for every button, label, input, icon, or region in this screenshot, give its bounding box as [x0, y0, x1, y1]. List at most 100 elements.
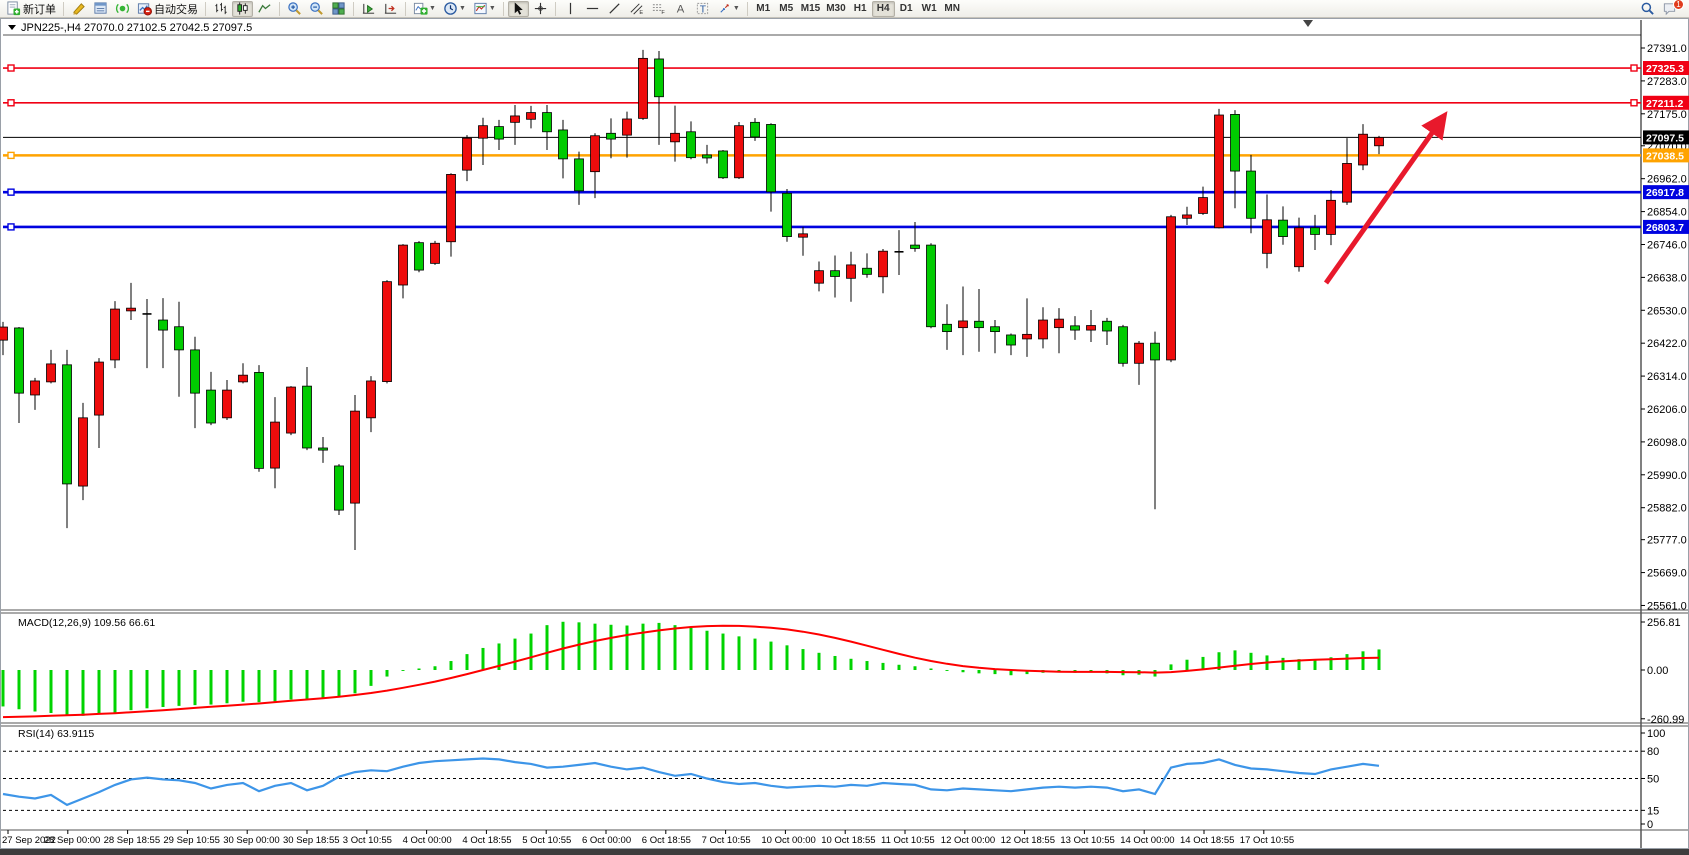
timeframe-button-h4[interactable]: H4 — [871, 0, 895, 17]
price-badge-27325.3[interactable] — [1643, 61, 1689, 76]
vertical-line-icon — [569, 2, 571, 15]
chart-shift-marker[interactable] — [1303, 20, 1313, 27]
hline-handle[interactable] — [7, 151, 15, 160]
timeframe-button-d1[interactable]: D1 — [899, 3, 913, 14]
bar-chart-button[interactable] — [210, 1, 231, 17]
hline-handle[interactable] — [7, 64, 15, 72]
price-axis-label: 26962.0 — [1647, 174, 1687, 186]
bear-candle — [318, 447, 328, 451]
new-order-button[interactable]: 新订单 — [3, 1, 59, 17]
price-axis-label: 26098.0 — [1647, 437, 1687, 449]
bull-candle — [126, 307, 136, 312]
autotrading-button[interactable]: 自动交易 — [134, 1, 201, 17]
bear-candle — [1246, 170, 1256, 219]
shapes-tool-button[interactable]: ▼ — [714, 1, 743, 17]
tile-windows-button[interactable] — [328, 1, 349, 17]
macd-panel[interactable]: MACD(12,26,9) 109.56 66.61 256.81 0.00 -260… — [1, 617, 1684, 726]
line-chart-button[interactable] — [254, 1, 275, 17]
channel-tool-button[interactable]: E — [626, 1, 647, 17]
bear-candle — [1006, 334, 1016, 346]
hline-handle[interactable] — [1630, 64, 1638, 72]
timeframe-button-w1[interactable]: W1 — [921, 3, 937, 14]
timeframe-button-mn[interactable]: MN — [944, 3, 960, 14]
styler-button[interactable] — [68, 1, 89, 17]
timeframe-button-m30[interactable]: M30 — [826, 3, 846, 14]
chat-button[interactable]: 1 — [1659, 0, 1684, 17]
macd-scale-label: -260.99 — [1647, 714, 1684, 726]
bear-candle — [750, 121, 760, 138]
candle-chart-button[interactable] — [232, 0, 253, 17]
search-button[interactable] — [1637, 1, 1658, 17]
price-axis[interactable]: 27391.027283.027175.027070.026962.026854… — [1641, 43, 1687, 612]
price-badge-26917.8[interactable] — [1643, 185, 1689, 200]
cursor-tool-button[interactable] — [507, 0, 529, 17]
bull-candle — [222, 389, 232, 419]
indicators-button[interactable]: ▼ — [410, 1, 439, 17]
bear-candle — [1070, 325, 1080, 331]
bear-candle — [62, 364, 72, 485]
price-badge-26803.7[interactable] — [1643, 219, 1689, 234]
timeframe-button-m1[interactable]: M1 — [756, 3, 771, 14]
timeframe-button-h1[interactable]: H1 — [853, 3, 867, 14]
auto-scroll-button[interactable] — [358, 1, 379, 17]
periods-button[interactable]: ▼ — [440, 1, 469, 17]
bull-candle — [1182, 214, 1192, 219]
candlestick-chart-icon — [237, 2, 248, 15]
crayon-icon — [73, 3, 85, 15]
bull-candle — [590, 135, 600, 173]
hline-handle[interactable] — [1630, 99, 1638, 107]
signals-button[interactable] — [112, 1, 133, 17]
bear-candle — [414, 242, 424, 271]
bull-candle — [846, 264, 856, 279]
symbol-dropdown-icon[interactable] — [8, 25, 16, 30]
hline-handle[interactable] — [7, 188, 15, 196]
rsi-scale-label: 100 — [1647, 728, 1665, 740]
bull-candle — [430, 242, 440, 264]
text-tool-button[interactable]: A — [670, 1, 691, 17]
bull-candle — [1086, 325, 1096, 331]
bear-candle — [654, 58, 664, 98]
rsi-line — [2, 757, 1380, 807]
zoom-out-button[interactable] — [306, 1, 327, 17]
timeframe-button-m15[interactable]: M15 — [800, 3, 821, 14]
search-icon — [1641, 2, 1654, 15]
bull-candle — [382, 281, 392, 382]
date-axis-label: 10 Oct 18:55 — [821, 835, 875, 846]
zoom-in-button[interactable] — [284, 1, 305, 17]
price-badge-27211.2[interactable] — [1643, 95, 1689, 110]
timeframe-button-m5[interactable]: M5 — [779, 3, 794, 14]
fibonacci-tool-button[interactable]: F — [648, 1, 669, 17]
price-badge-27097.5[interactable] — [1643, 130, 1689, 145]
hline-handle[interactable] — [7, 99, 15, 107]
candlestick-series[interactable] — [0, 49, 1384, 551]
trend-arrow[interactable] — [1323, 111, 1448, 285]
price-badge-27038.5[interactable] — [1643, 148, 1689, 163]
trendline-tool-button[interactable] — [604, 1, 625, 17]
bear-candle — [494, 126, 504, 140]
chart-canvas[interactable]: JPN225-,H4 27070.0 27102.5 27042.5 27097… — [0, 18, 1689, 855]
hline-handle[interactable] — [7, 223, 15, 231]
price-axis-label: 26530.0 — [1647, 305, 1687, 317]
templates-caret-icon: ▼ — [488, 5, 496, 12]
chart-shift-button[interactable] — [380, 1, 401, 17]
bar-chart-icon — [215, 2, 227, 15]
bull-candle — [286, 386, 296, 434]
rsi-panel[interactable]: RSI(14) 63.9115 100 80 50 15 0 — [2, 728, 1665, 831]
market-watch-button[interactable] — [90, 1, 111, 17]
price-axis-label: 27391.0 — [1647, 43, 1687, 55]
rsi-label: RSI(14) 63.9115 — [18, 728, 94, 740]
templates-button[interactable]: ▼ — [470, 1, 499, 17]
rsi-scale-label: 50 — [1647, 774, 1659, 786]
horizontal-line-tool-button[interactable] — [582, 1, 603, 17]
date-axis-label: 17 Oct 10:55 — [1240, 835, 1294, 846]
indicators-icon — [413, 2, 428, 15]
date-axis-label: 14 Oct 00:00 — [1120, 835, 1174, 846]
label-tool-button[interactable]: T — [692, 1, 713, 17]
price-badge-text: 27097.5 — [1646, 132, 1684, 144]
date-axis-label: 4 Oct 00:00 — [403, 835, 452, 846]
date-axis-label: 27 Sep 2022 — [2, 835, 56, 846]
vertical-line-tool-button[interactable] — [560, 1, 581, 17]
bull-candle — [510, 115, 520, 123]
crosshair-tool-button[interactable] — [530, 1, 551, 17]
